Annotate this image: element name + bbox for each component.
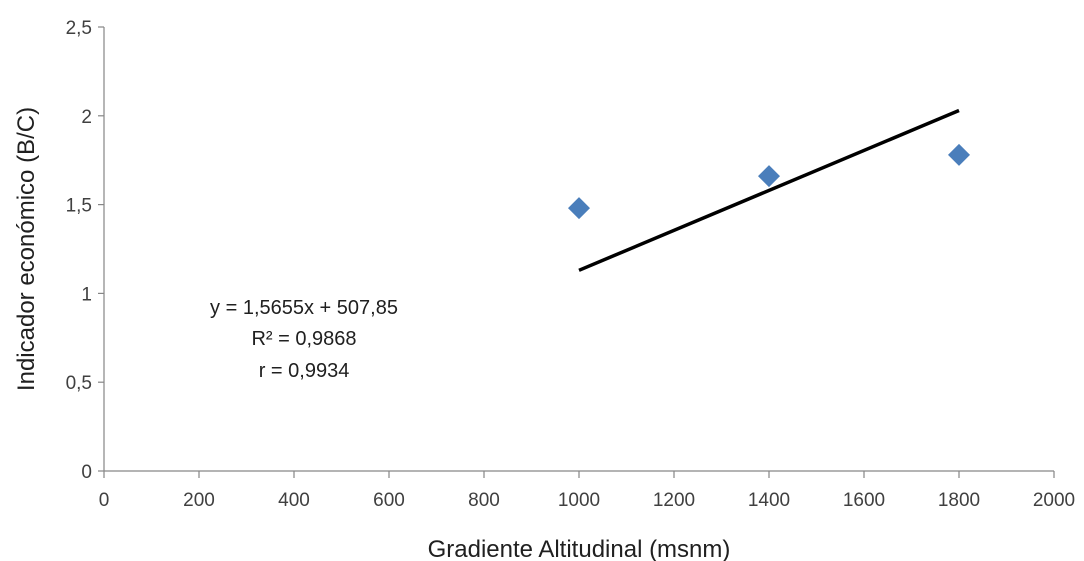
x-tick-label: 1600 <box>843 490 885 511</box>
trendline <box>578 108 960 272</box>
y-tick-label: 0 <box>81 462 92 483</box>
y-tick-label: 1 <box>81 284 92 305</box>
x-tick-label: 600 <box>373 490 405 511</box>
y-tick-label: 2 <box>81 107 92 128</box>
y-axis-title: Indicador económico (B/C) <box>13 107 40 391</box>
y-tick-label: 2,5 <box>66 18 92 39</box>
data-point <box>568 197 590 220</box>
r-label: r = 0,9934 <box>259 360 350 382</box>
x-tick-label: 200 <box>183 490 215 511</box>
x-tick-label: 400 <box>278 490 310 511</box>
y-tick-label: 1,5 <box>66 196 92 217</box>
axes <box>103 27 1054 472</box>
x-tick-label: 1200 <box>653 490 695 511</box>
x-tick-label: 1800 <box>938 490 980 511</box>
y-tick-label: 0,5 <box>66 373 92 394</box>
data-point <box>948 143 970 166</box>
data-points <box>568 143 970 220</box>
r-squared-label: R² = 0,9868 <box>251 328 356 350</box>
x-tick-label: 800 <box>468 490 500 511</box>
y-ticks: 0 0,5 1 1,5 2 2,5 <box>66 18 104 483</box>
x-tick-label: 0 <box>99 490 110 511</box>
trendline-group <box>578 108 960 272</box>
regression-equation: y = 1,5655x + 507,85 <box>210 297 398 319</box>
x-tick-label: 2000 <box>1033 490 1075 511</box>
x-ticks: 0 200 400 600 800 1000 1200 1400 1600 1800 2000 <box>99 471 1075 511</box>
x-tick-label: 1400 <box>748 490 790 511</box>
data-point <box>758 165 780 188</box>
x-tick-label: 1000 <box>558 490 600 511</box>
x-axis-title: Gradiente Altitudinal (msnm) <box>428 536 731 561</box>
